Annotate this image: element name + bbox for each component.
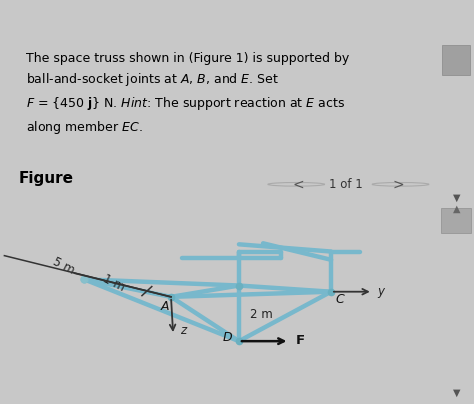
Text: 2 m: 2 m: [250, 308, 273, 321]
Text: The space truss shown in (Figure 1) is supported by
ball-and-socket joints at $A: The space truss shown in (Figure 1) is s…: [27, 52, 349, 136]
Text: 1 m: 1 m: [101, 272, 127, 294]
Text: >: >: [392, 177, 404, 191]
Text: <: <: [293, 177, 304, 191]
Text: ▼: ▼: [453, 193, 460, 203]
FancyBboxPatch shape: [442, 45, 470, 75]
Text: F: F: [296, 334, 305, 347]
Text: ▲: ▲: [453, 204, 460, 214]
Text: z: z: [180, 324, 186, 337]
FancyBboxPatch shape: [441, 208, 471, 233]
Text: A: A: [160, 300, 169, 313]
Text: y: y: [377, 285, 384, 298]
Text: 1 of 1: 1 of 1: [329, 178, 363, 191]
Text: ▼: ▼: [453, 388, 460, 398]
Text: D: D: [223, 331, 232, 344]
Text: Figure: Figure: [19, 171, 74, 186]
Text: C: C: [336, 293, 344, 306]
Text: 5 m: 5 m: [51, 255, 77, 277]
